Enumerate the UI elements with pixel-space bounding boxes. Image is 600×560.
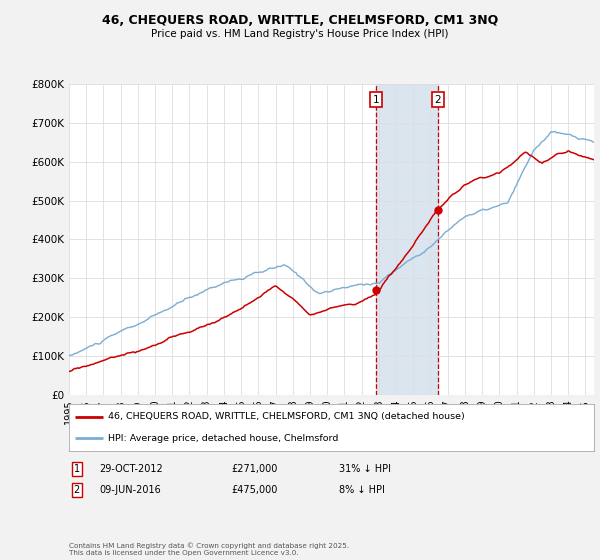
Text: 1: 1: [74, 464, 80, 474]
Text: £271,000: £271,000: [231, 464, 277, 474]
Text: 09-JUN-2016: 09-JUN-2016: [99, 485, 161, 495]
Text: £475,000: £475,000: [231, 485, 277, 495]
Text: 31% ↓ HPI: 31% ↓ HPI: [339, 464, 391, 474]
Text: 8% ↓ HPI: 8% ↓ HPI: [339, 485, 385, 495]
Text: Price paid vs. HM Land Registry's House Price Index (HPI): Price paid vs. HM Land Registry's House …: [151, 29, 449, 39]
Text: 2: 2: [74, 485, 80, 495]
Text: 1: 1: [373, 95, 379, 105]
Text: 46, CHEQUERS ROAD, WRITTLE, CHELMSFORD, CM1 3NQ: 46, CHEQUERS ROAD, WRITTLE, CHELMSFORD, …: [102, 14, 498, 27]
Text: 29-OCT-2012: 29-OCT-2012: [99, 464, 163, 474]
Text: Contains HM Land Registry data © Crown copyright and database right 2025.
This d: Contains HM Land Registry data © Crown c…: [69, 542, 349, 556]
Text: HPI: Average price, detached house, Chelmsford: HPI: Average price, detached house, Chel…: [109, 434, 339, 443]
Text: 2: 2: [435, 95, 442, 105]
Text: 46, CHEQUERS ROAD, WRITTLE, CHELMSFORD, CM1 3NQ (detached house): 46, CHEQUERS ROAD, WRITTLE, CHELMSFORD, …: [109, 412, 465, 421]
Bar: [376, 84, 438, 395]
